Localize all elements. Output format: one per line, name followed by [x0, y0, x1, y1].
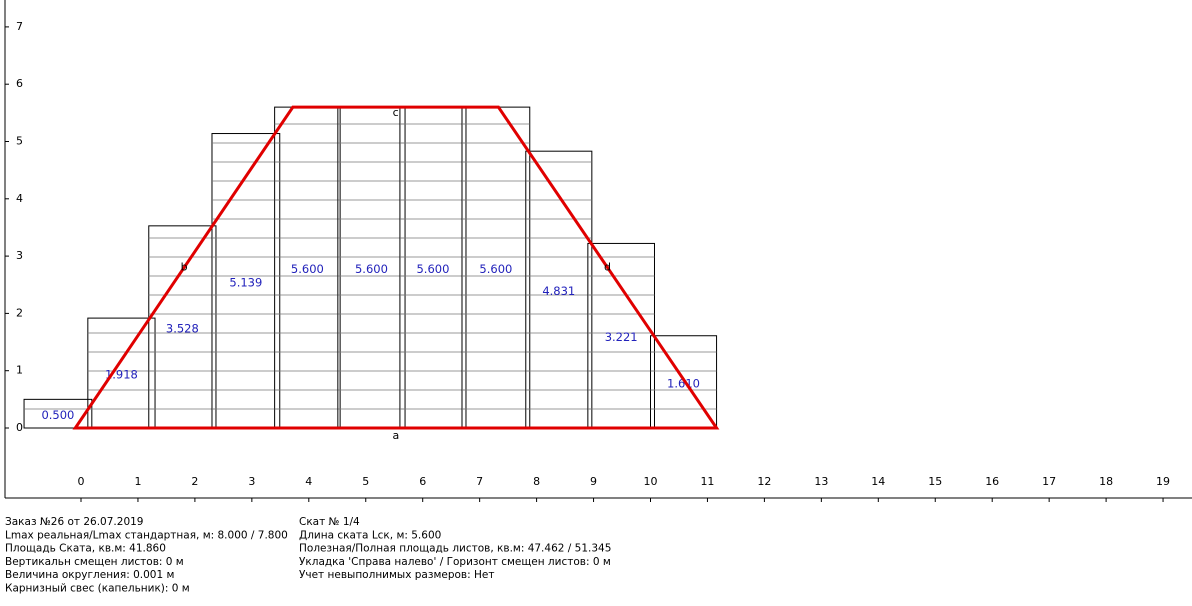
- x-tick-label: 8: [533, 475, 540, 488]
- x-tick-label: 10: [644, 475, 658, 488]
- y-tick-label: 5: [16, 135, 23, 148]
- sheet-value-label: 5.600: [291, 262, 324, 276]
- footer-text: Укладка 'Справа налево' / Горизонт смеще…: [299, 556, 611, 568]
- x-tick-label: 2: [191, 475, 198, 488]
- sheet-value-label: 5.600: [416, 262, 449, 276]
- x-tick-label: 17: [1042, 475, 1056, 488]
- sheet-value-label: 5.600: [355, 262, 388, 276]
- footer-text: Вертикальн смещен листов: 0 м: [5, 556, 184, 568]
- footer-text: Lmax реальная/Lmax стандартная, м: 8.000…: [5, 529, 288, 541]
- y-tick-label: 1: [16, 364, 23, 377]
- x-tick-label: 9: [590, 475, 597, 488]
- y-tick-label: 4: [16, 192, 23, 205]
- sheet: [23, 398, 93, 429]
- sheet-value-label: 0.500: [41, 408, 74, 422]
- x-tick-label: 4: [305, 475, 312, 488]
- x-tick-label: 1: [134, 475, 141, 488]
- x-tick-label: 18: [1099, 475, 1113, 488]
- x-tick-label: 5: [362, 475, 369, 488]
- y-tick-label: 3: [16, 249, 23, 262]
- x-tick-label: 14: [871, 475, 885, 488]
- sheet-value-label: 4.831: [542, 284, 575, 298]
- sheet-value-label: 3.221: [605, 330, 638, 344]
- x-tick-label: 6: [419, 475, 426, 488]
- edge-label: d: [604, 261, 611, 274]
- footer-text: Длина ската Lск, м: 5.600: [299, 529, 441, 541]
- sheet-value-label: 3.528: [166, 321, 199, 335]
- footer-text: Скат № 1/4: [299, 516, 360, 528]
- y-tick-label: 7: [16, 20, 23, 33]
- footer-text: Площадь Ската, кв.м: 41.860: [5, 543, 166, 555]
- x-tick-label: 11: [700, 475, 714, 488]
- x-tick-label: 15: [928, 475, 942, 488]
- x-tick-label: 12: [757, 475, 771, 488]
- footer-text: Заказ №26 от 26.07.2019: [5, 516, 143, 528]
- y-tick-label: 6: [16, 77, 23, 90]
- footer-text: Величина округления: 0.001 м: [5, 569, 174, 581]
- edge-label: a: [393, 429, 400, 442]
- sheet-value-label: 5.600: [479, 262, 512, 276]
- sheet-value-label: 5.139: [229, 275, 262, 289]
- x-tick-label: 13: [814, 475, 828, 488]
- x-tick-label: 3: [248, 475, 255, 488]
- roof-outline: [72, 105, 720, 430]
- footer-text: Учет невыполнимых размеров: Нет: [299, 569, 494, 581]
- x-tick-label: 0: [78, 475, 85, 488]
- footer-text: Полезная/Полная площадь листов, кв.м: 47…: [299, 543, 611, 555]
- y-tick-label: 0: [16, 421, 23, 434]
- x-tick-label: 19: [1156, 475, 1170, 488]
- footer-text: Карнизный свес (капельник): 0 м: [5, 583, 190, 595]
- y-tick-label: 2: [16, 306, 23, 319]
- x-tick-label: 16: [985, 475, 999, 488]
- edge-label: b: [181, 261, 188, 274]
- sheet-value-label: 1.610: [667, 376, 700, 390]
- x-tick-label: 7: [476, 475, 483, 488]
- edge-label: c: [393, 106, 399, 119]
